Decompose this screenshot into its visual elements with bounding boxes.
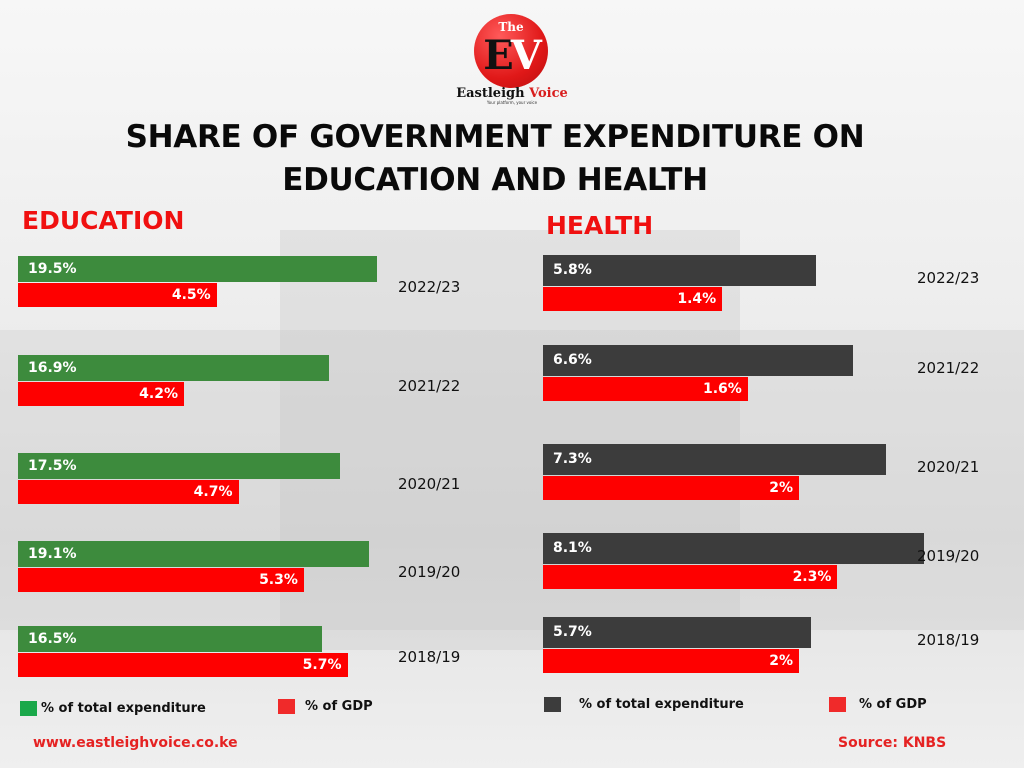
edu-legend-swatch-gdp (278, 699, 295, 714)
edu-year-label: 2020/21 (398, 475, 461, 493)
health-bar-gdp-2020-21: 2% (543, 476, 799, 500)
edu-bar-label: 4.5% (171, 287, 211, 303)
logo-name-1: Eastleigh (456, 86, 525, 101)
health-year-label: 2020/21 (917, 458, 980, 476)
health-bar-label: 1.4% (677, 291, 717, 307)
health-year-label: 2018/19 (917, 631, 980, 649)
health-bar-gdp-2018-19: 2% (543, 649, 799, 673)
edu-legend-gdp: % of GDP (305, 699, 373, 714)
health-bar-label: 2% (769, 653, 793, 669)
edu-bar-gdp-2020-21: 4.7% (18, 480, 239, 504)
title-line-1: SHARE OF GOVERNMENT EXPENDITURE ON (125, 119, 865, 155)
logo-e: E (483, 32, 513, 79)
logo-badge: The EV (474, 14, 548, 88)
health-bar-total-2021-22: 6.6% (543, 345, 854, 376)
health-bar-total-2022-23: 5.8% (543, 255, 816, 286)
edu-bar-label: 19.1% (28, 546, 77, 562)
logo-tagline: Your platform, your voice (486, 100, 538, 105)
logo-ev: EV (474, 32, 548, 79)
health-legend-swatch-gdp (829, 697, 846, 712)
health-bar-total-2019-20: 8.1% (543, 533, 924, 564)
edu-year-label: 2021/22 (398, 377, 461, 395)
edu-bar-total-2022-23: 19.5% (18, 256, 377, 282)
edu-bar-total-2021-22: 16.9% (18, 355, 329, 381)
edu-bar-total-2020-21: 17.5% (18, 453, 340, 479)
edu-year-label: 2019/20 (398, 563, 461, 581)
health-year-label: 2019/20 (917, 547, 980, 565)
health-bar-label: 5.7% (553, 624, 592, 640)
edu-bar-gdp-2018-19: 5.7% (18, 653, 348, 677)
edu-bar-label: 4.7% (193, 484, 233, 500)
health-bar-label: 2.3% (792, 569, 832, 585)
logo-name-2: Voice (529, 86, 568, 101)
edu-year-label: 2018/19 (398, 648, 461, 666)
edu-bar-gdp-2022-23: 4.5% (18, 283, 217, 307)
edu-bar-label: 5.7% (302, 657, 342, 673)
health-bar-gdp-2019-20: 2.3% (543, 565, 838, 589)
edu-bar-gdp-2021-22: 4.2% (18, 382, 184, 406)
logo-v: V (510, 32, 542, 79)
education-heading: EDUCATION (22, 206, 185, 235)
health-bar-label: 5.8% (553, 262, 592, 278)
edu-legend-total: % of total expenditure (41, 701, 206, 716)
health-bar-label: 7.3% (553, 451, 592, 467)
health-legend-swatch-total (544, 697, 561, 712)
edu-year-label: 2022/23 (398, 278, 461, 296)
logo-the: The (498, 20, 524, 34)
edu-bar-gdp-2019-20: 5.3% (18, 568, 304, 592)
health-bar-total-2018-19: 5.7% (543, 617, 811, 648)
health-year-label: 2022/23 (917, 269, 980, 287)
edu-bar-total-2018-19: 16.5% (18, 626, 322, 652)
edu-bar-label: 16.9% (28, 360, 77, 376)
edu-legend-swatch-total (20, 701, 37, 716)
health-bar-gdp-2021-22: 1.6% (543, 377, 748, 401)
health-year-label: 2021/22 (917, 359, 980, 377)
health-bar-label: 1.6% (702, 381, 742, 397)
health-heading: HEALTH (546, 211, 654, 240)
health-bar-total-2020-21: 7.3% (543, 444, 887, 475)
logo-name: Eastleigh Voice (452, 86, 572, 101)
edu-bar-label: 4.2% (139, 386, 178, 402)
edu-bar-label: 16.5% (28, 631, 77, 647)
health-bar-label: 8.1% (553, 540, 592, 556)
title-line-2: EDUCATION AND HEALTH (282, 162, 708, 198)
edu-bar-label: 17.5% (28, 458, 77, 474)
source-note: Source: KNBS (838, 735, 947, 751)
edu-bar-total-2019-20: 19.1% (18, 541, 370, 567)
website-link[interactable]: www.eastleighvoice.co.ke (33, 735, 238, 751)
health-legend-gdp: % of GDP (859, 697, 927, 712)
edu-bar-label: 19.5% (28, 261, 77, 277)
health-legend-total: % of total expenditure (579, 697, 744, 712)
health-bar-gdp-2022-23: 1.4% (543, 287, 723, 311)
health-bar-label: 6.6% (553, 352, 592, 368)
health-bar-label: 2% (769, 480, 793, 496)
edu-bar-label: 5.3% (259, 572, 298, 588)
chart-title: SHARE OF GOVERNMENT EXPENDITURE ON EDUCA… (60, 116, 930, 202)
